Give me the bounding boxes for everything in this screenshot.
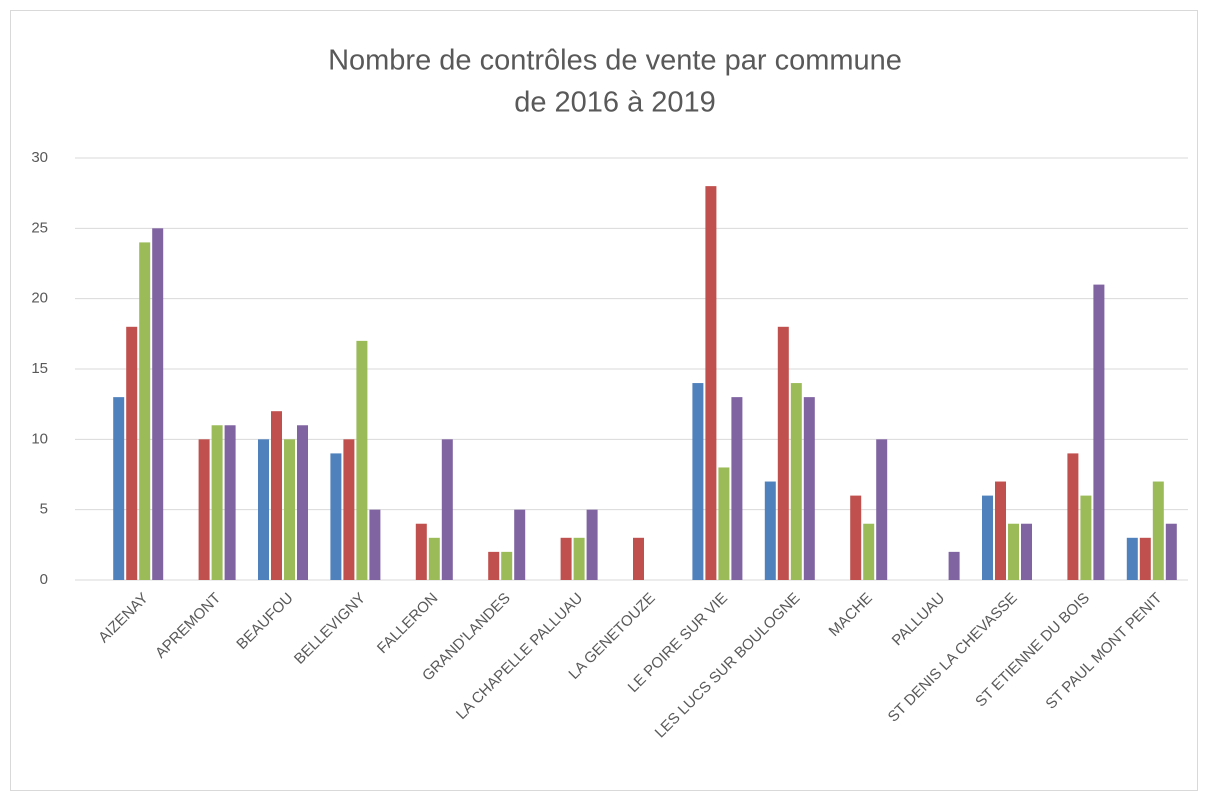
bar: [330, 453, 342, 580]
bar: [224, 425, 236, 580]
bar: [415, 523, 427, 580]
bar: [731, 397, 743, 580]
bar: [139, 242, 151, 580]
chart-title: Nombre de contrôles de vente par commune: [328, 45, 902, 77]
bar: [441, 439, 453, 580]
bar: [198, 439, 210, 580]
bar: [514, 509, 526, 580]
chart-title: de 2016 à 2019: [514, 87, 716, 119]
bar: [764, 481, 776, 580]
bar: [803, 397, 815, 580]
y-tick-label: 25: [31, 219, 48, 236]
bar: [343, 439, 355, 580]
bar: [258, 439, 269, 580]
y-tick-label: 20: [31, 290, 48, 307]
bar: [876, 439, 888, 580]
bar: [271, 411, 282, 580]
bar: [1067, 453, 1079, 580]
bar: [1152, 481, 1164, 580]
bar: [369, 509, 381, 580]
bar: [1093, 284, 1105, 580]
bar: [1021, 523, 1032, 580]
bar: [863, 523, 875, 580]
bar: [1008, 523, 1019, 580]
bar: [948, 551, 960, 580]
y-tick-label: 15: [31, 360, 48, 377]
bar: [356, 340, 368, 580]
bar: [586, 509, 598, 580]
bar: [705, 186, 717, 580]
chart-border: [10, 10, 1198, 791]
bar: [428, 537, 440, 580]
bar: [211, 425, 223, 580]
bar: [995, 481, 1006, 580]
y-tick-label: 0: [40, 571, 48, 588]
bar: [790, 383, 802, 580]
bar: [633, 537, 644, 580]
bar: [560, 537, 572, 580]
bar: [113, 397, 125, 580]
bar: [488, 551, 500, 580]
bar: [126, 326, 138, 580]
bar: [982, 495, 993, 580]
y-tick-label: 30: [31, 149, 48, 166]
bar: [692, 383, 704, 580]
bar: [284, 439, 295, 580]
bar: [501, 551, 513, 580]
y-tick-label: 5: [40, 501, 48, 518]
bar: [850, 495, 862, 580]
bar: [1126, 537, 1138, 580]
bar: [152, 228, 164, 581]
bar: [1165, 523, 1177, 580]
bar: [777, 326, 789, 580]
bar: [573, 537, 585, 580]
bar: [1139, 537, 1151, 580]
bar: [1080, 495, 1092, 580]
y-tick-label: 10: [31, 430, 48, 447]
bar: [718, 467, 730, 580]
bar: [297, 425, 308, 580]
